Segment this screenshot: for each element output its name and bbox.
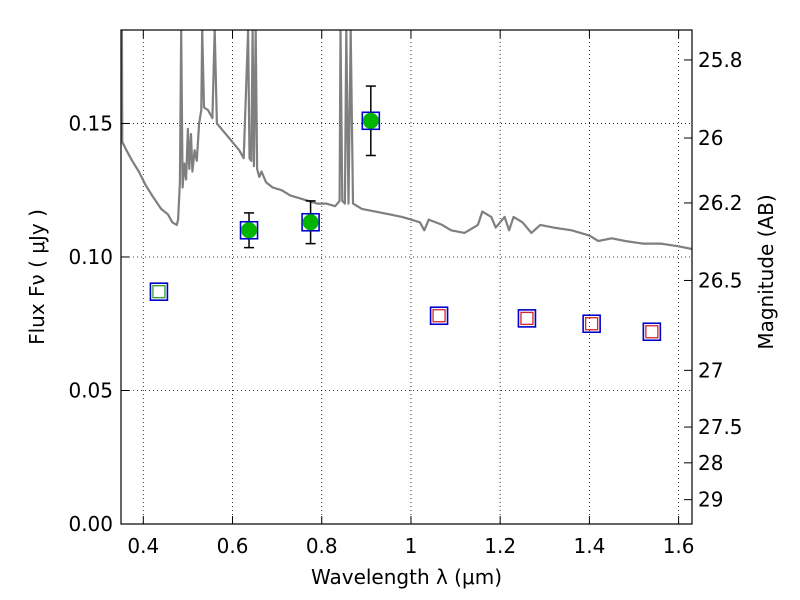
right-tick-label-3: 26.5	[698, 268, 743, 292]
right-tick-label-1: 26	[698, 126, 723, 150]
model-band-flux-3	[361, 111, 381, 131]
x-tick-label-3: 1	[405, 534, 418, 558]
model-band-flux-6	[582, 314, 601, 334]
model-spectrum	[121, 30, 692, 251]
right-tick-label-7: 29	[698, 488, 723, 512]
x-axis-title: Wavelength λ (μm)	[311, 565, 502, 589]
upper-limit-point-2	[520, 311, 534, 326]
x-tick-label-4: 1.2	[484, 534, 516, 558]
x-tick-label-5: 1.4	[573, 534, 605, 558]
right-tick-label-5: 27.5	[698, 415, 743, 439]
axis-ticks: 0.4 0.6 0.8 1 1.2 1.4 1.6 0.00 0.05 0.10 0.15 25.8 2…	[68, 30, 743, 558]
right-tick-label-2: 26.2	[698, 191, 743, 215]
x-tick-label-2: 0.8	[306, 534, 338, 558]
spectrum-line	[121, 30, 692, 251]
y-tick-label-3: 0.15	[68, 111, 113, 135]
y-axis-title-left: Flux Fν ( μJy )	[25, 209, 49, 345]
x-tick-label-0: 0.4	[127, 534, 159, 558]
y-tick-label-1: 0.05	[68, 378, 113, 402]
y-tick-label-2: 0.10	[68, 245, 113, 269]
model-band-flux-0	[149, 282, 169, 301]
upper-limit-point-3	[584, 317, 599, 331]
upper-limit-point-0	[152, 285, 166, 299]
model-band-flux-7	[642, 322, 662, 342]
observed-point-2	[362, 112, 379, 129]
upper-limit-point-1	[432, 309, 446, 323]
right-tick-label-6: 28	[698, 451, 723, 475]
right-tick-label-4: 27	[698, 358, 723, 382]
model-band-flux-4	[429, 306, 449, 326]
y-tick-label-0: 0.00	[68, 512, 113, 536]
x-tick-label-6: 1.6	[663, 534, 695, 558]
grid-lines	[121, 30, 692, 524]
observed-point-0	[241, 222, 258, 239]
upper-limit-point-4	[645, 325, 659, 339]
model-band-flux-2	[301, 212, 320, 232]
model-band-flux-5	[517, 309, 537, 328]
x-tick-label-1: 0.6	[217, 534, 249, 558]
right-tick-label-0: 25.8	[698, 48, 743, 72]
plot-frame	[120, 29, 693, 525]
observed-point-1	[302, 214, 319, 231]
y-axis-title-right: Magnitude (AB)	[754, 194, 778, 349]
model-band-flux-1	[239, 220, 259, 240]
data-markers	[149, 85, 662, 342]
